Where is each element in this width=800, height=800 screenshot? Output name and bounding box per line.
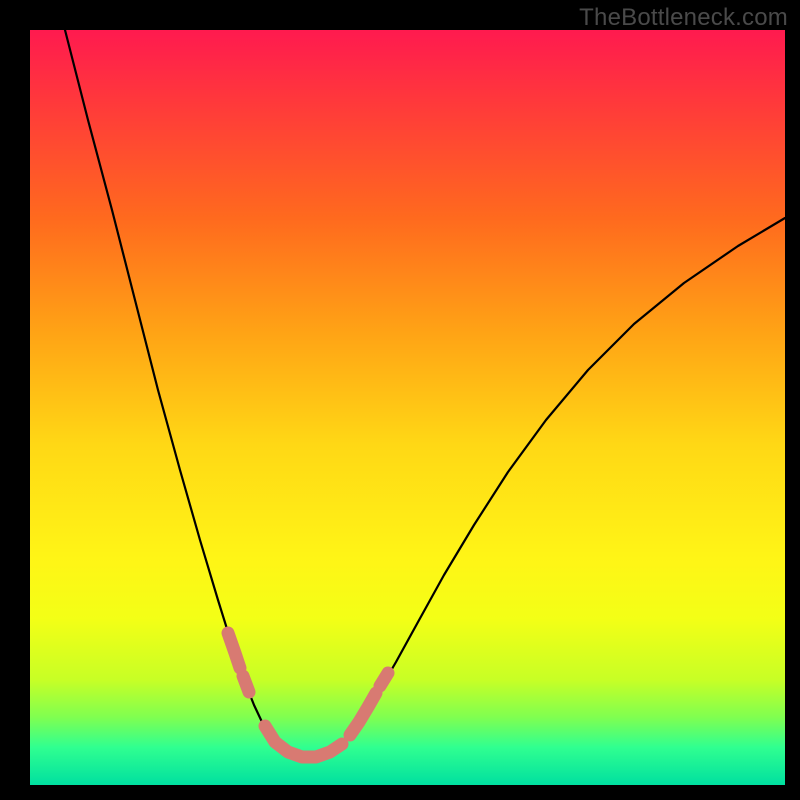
watermark-text: TheBottleneck.com: [579, 4, 788, 32]
chart-svg: [0, 0, 800, 800]
marker-segment-1: [243, 676, 249, 692]
marker-segment-4: [380, 673, 388, 686]
chart-stage: TheBottleneck.com: [0, 0, 800, 800]
plot-area: [30, 30, 785, 785]
